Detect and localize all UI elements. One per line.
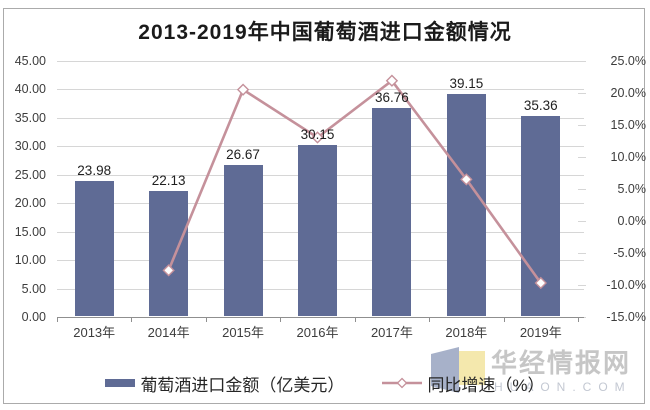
left-axis-tick-label: 35.00 [14,110,46,125]
legend-label-yoy-growth: 同比增速（%） [427,375,545,395]
legend: 葡萄酒进口金额（亿美元） 同比增速（%） [0,371,650,395]
gridline [57,89,584,91]
right-axis-tick-label: 5.0% [617,182,647,196]
line-marker-diamond [460,173,473,186]
right-axis-tick-label: 10.0% [610,150,646,164]
right-axis-tick-label: 20.0% [610,86,646,100]
x-axis-tick [354,318,356,322]
line-marker-diamond [385,74,399,87]
left-axis-tick-label: 45.00 [14,54,46,68]
legend-label-import-amount: 葡萄酒进口金额（亿美元） [140,375,345,395]
x-axis-line [57,317,584,318]
bar-value-label: 35.36 [523,97,558,113]
left-axis-tick-label: 15.00 [14,224,46,239]
x-axis-category-label: 2017年 [370,325,413,340]
x-axis-category-label: 2015年 [222,325,265,340]
x-axis-tick [280,318,282,322]
x-axis-tick [578,318,579,322]
x-axis-category-label: 2019年 [519,325,562,340]
x-axis-tick [503,318,505,322]
x-axis-category-label: 2018年 [445,325,488,340]
bar-value-label: 26.67 [226,147,260,163]
left-axis-tick-label: 5.00 [21,281,46,296]
bar-value-label: 36.76 [375,89,409,105]
x-axis-category-label: 2016年 [296,325,339,340]
left-axis-tick-label: 30.00 [14,139,46,154]
x-axis-tick [429,318,431,322]
left-axis-tick-label: 20.00 [14,196,46,211]
right-axis-tick-label: 0.0% [617,214,647,228]
right-axis-tick-label: -5.0% [613,246,646,260]
right-axis-tick-label: 25.0% [610,54,646,68]
left-axis-tick-label: 0.00 [21,310,46,324]
left-axis-tick-label: 25.00 [14,167,46,182]
right-axis-tick [578,125,586,126]
bar-2015年 [223,165,263,316]
bar-2017年 [372,107,412,316]
right-axis-tick-label: -10.0% [606,278,646,292]
right-axis-tick-label: -15.0% [606,310,646,324]
right-axis-tick [578,285,586,286]
right-axis-tick [578,157,586,158]
left-axis-tick-label: 40.00 [14,82,46,97]
bar-value-label: 39.15 [449,76,484,92]
line-series-swatch-icon [382,377,423,389]
bar-2016年 [298,145,337,316]
x-axis-tick [57,318,58,322]
bar-value-label: 30.15 [300,127,335,143]
x-axis-category-label: 2014年 [147,325,190,340]
x-axis-category-label: 2013年 [73,325,116,340]
bar-2014年 [149,191,189,316]
line-marker-diamond [311,131,324,144]
watermark-domain: HUAON.COM [494,380,632,394]
right-axis-tick [578,189,586,190]
bar-value-label: 23.98 [77,162,112,178]
gridline [57,61,584,62]
line-marker-diamond [236,83,250,96]
plot-area: 23.98 22.13 26.67 30.15 36.76 39.15 35.36 [57,61,584,317]
bar-value-label: 22.13 [151,173,186,189]
right-axis-tick-label: 15.0% [610,118,646,132]
bar-series-swatch-icon [105,379,136,387]
legend-item-import-amount: 葡萄酒进口金额（亿美元） [105,371,344,396]
line-marker-diamond [534,276,547,290]
huaon-logo-icon [431,347,485,393]
x-axis-tick [131,318,133,322]
right-axis-tick [578,253,586,254]
yoy-growth-line [162,74,547,290]
right-axis-tick [578,221,586,222]
x-axis-tick [205,318,207,322]
left-axis-tick-label: 10.00 [14,253,46,268]
line-marker-diamond [162,264,175,277]
watermark-name: 华经情报网 [491,348,632,378]
chart-title: 2013-2019年中国葡萄酒进口金额情况 [138,21,512,44]
legend-item-yoy-growth: 同比增速（%） [382,371,545,396]
bar-2018年 [446,94,486,316]
right-axis-tick [578,93,586,94]
bar-2013年 [74,180,114,316]
gridline [57,117,584,119]
